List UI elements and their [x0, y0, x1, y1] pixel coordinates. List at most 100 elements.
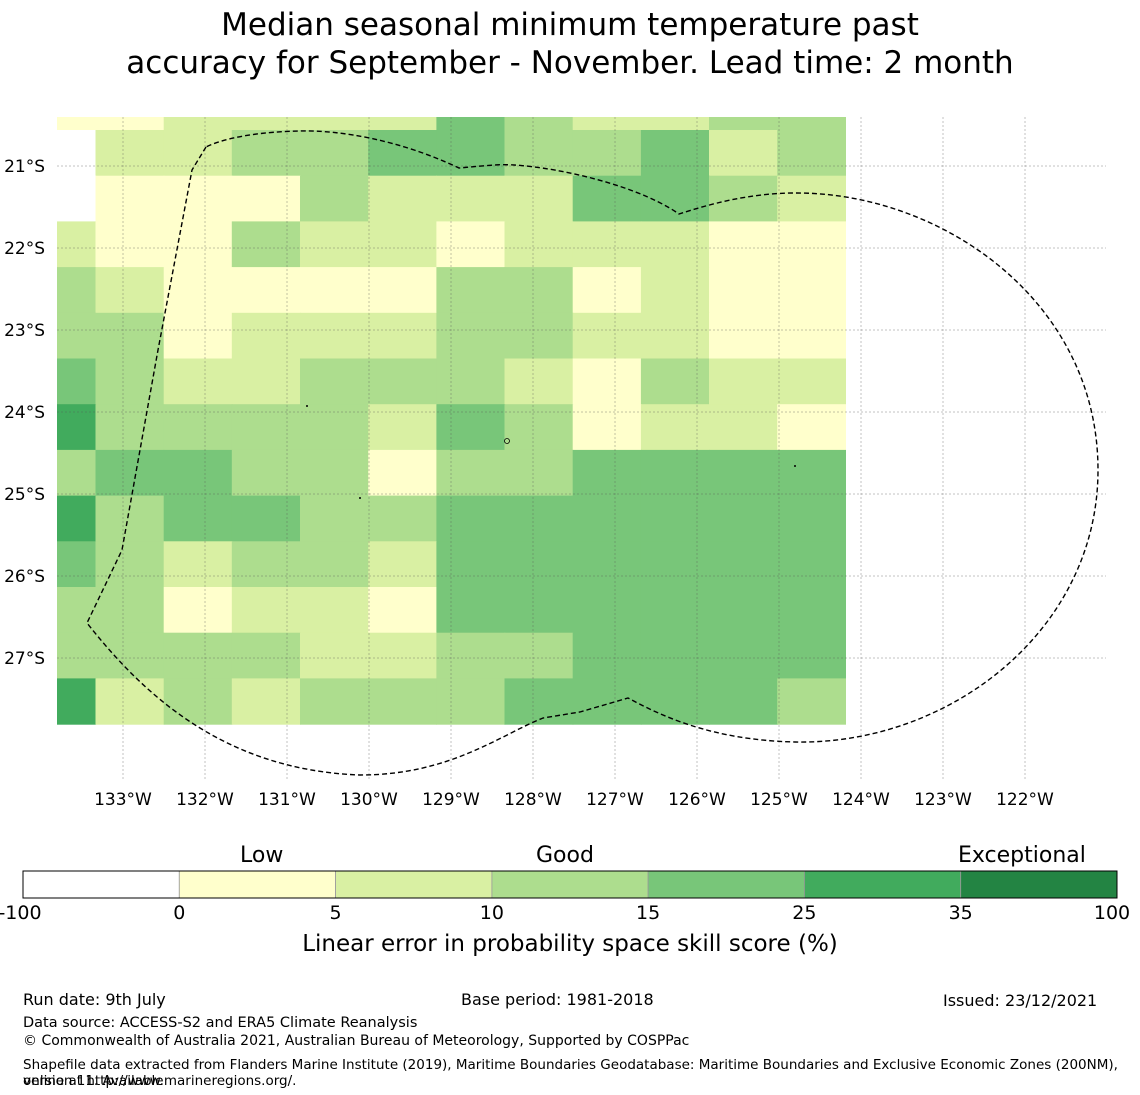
run-date: Run date: 9th July: [23, 990, 166, 1009]
map-cell: [572, 117, 642, 131]
map-cell: [300, 130, 369, 177]
map-cell: [231, 449, 301, 497]
map-gridlines: [57, 117, 1106, 780]
map-cell: [436, 358, 506, 405]
map-cell: [57, 312, 97, 360]
map-cell: [504, 678, 574, 725]
map-cell: [95, 130, 165, 177]
map-cell: [95, 312, 165, 360]
map-cell: [95, 358, 165, 405]
map-cell: [231, 267, 301, 314]
map-cell: [95, 117, 165, 131]
map-cell: [709, 541, 778, 588]
map-cell: [163, 267, 233, 314]
map-cell: [368, 449, 437, 497]
map-title-line1: Median seasonal minimum temperature past: [221, 7, 919, 43]
map-cell: [777, 267, 846, 314]
map-cell: [640, 221, 710, 268]
map-cell: [95, 678, 165, 725]
colorbar-segment: [335, 870, 493, 899]
longitude-label: 132°W: [176, 790, 234, 810]
map-cell: [504, 587, 574, 634]
copyright: © Commonwealth of Australia 2021, Austra…: [23, 1033, 690, 1049]
map-cell: [640, 312, 710, 360]
map-grid-cells: [57, 117, 846, 725]
legend-category-good: Good: [536, 843, 594, 868]
map-cell: [504, 117, 574, 131]
map-cell: [368, 358, 437, 405]
map-cell: [231, 541, 301, 588]
map-cell: [57, 117, 97, 131]
map-cell: [436, 312, 506, 360]
latitude-label: 21°S: [4, 157, 45, 177]
map-cell: [504, 495, 574, 542]
island-marker: [504, 438, 510, 444]
map-cell: [231, 312, 301, 360]
longitude-label: 122°W: [996, 790, 1054, 810]
map-cell: [300, 267, 369, 314]
map-cell: [163, 358, 233, 405]
map-cell: [436, 541, 506, 588]
map-cell: [57, 495, 97, 542]
map-cell: [777, 678, 846, 725]
legend-colorbar: [22, 870, 1118, 899]
map-cell: [163, 495, 233, 542]
islands: [306, 405, 796, 499]
map-cell: [640, 358, 710, 405]
map-cell: [436, 267, 506, 314]
map-cell: [709, 404, 778, 451]
legend-category-low: Low: [240, 843, 284, 868]
map-cell: [504, 175, 574, 222]
map-cell: [95, 175, 165, 222]
map-cell: [640, 130, 710, 177]
map-cell: [572, 495, 642, 542]
eez-boundary-outline: [86, 130, 1099, 776]
map-cell: [368, 130, 437, 177]
longitude-label: 125°W: [750, 790, 808, 810]
map-cell: [709, 312, 778, 360]
map-cell: [436, 632, 506, 679]
colorbar-segment: [960, 870, 1118, 899]
map-cell: [163, 404, 233, 451]
map-cell: [640, 678, 710, 725]
longitude-label: 123°W: [914, 790, 972, 810]
map-cell: [163, 678, 233, 725]
map-cell: [709, 587, 778, 634]
longitude-label: 130°W: [340, 790, 398, 810]
latitude-label: 24°S: [4, 403, 45, 423]
shapefile-credit-line2: online at http://www.marineregions.org/.: [23, 1073, 297, 1089]
map-cell: [504, 632, 574, 679]
map-cell: [300, 632, 369, 679]
map-cell: [163, 221, 233, 268]
map-cell: [95, 632, 165, 679]
longitude-label: 126°W: [668, 790, 726, 810]
map-cell: [436, 404, 506, 451]
map-cell: [231, 404, 301, 451]
skill-score-map: 21°S22°S23°S24°S25°S26°S27°S 133°W 132°W 1…: [4, 117, 1106, 810]
longitude-label: 124°W: [832, 790, 890, 810]
map-cell: [57, 404, 97, 451]
map-cell: [777, 404, 846, 451]
map-cell: [572, 678, 642, 725]
map-cell: [57, 358, 97, 405]
map-cell: [231, 632, 301, 679]
map-title-line2: accuracy for September - November. Lead …: [126, 45, 1014, 81]
map-cell: [300, 175, 369, 222]
map-cell: [57, 221, 97, 268]
map-cell: [504, 221, 574, 268]
map-cell: [504, 404, 574, 451]
map-cell: [368, 541, 437, 588]
colorbar-label: Linear error in probability space skill …: [302, 931, 838, 957]
map-cell: [572, 312, 642, 360]
colorbar-outline: [22, 870, 1118, 899]
map-cell: [368, 404, 437, 451]
map-cell: [777, 175, 846, 222]
map-cell: [709, 175, 778, 222]
map-cell: [300, 495, 369, 542]
issued-date: Issued: 23/12/2021: [943, 991, 1098, 1010]
map-cell: [709, 495, 778, 542]
map-cell: [436, 221, 506, 268]
island-marker: [306, 405, 308, 407]
longitude-labels: 133°W 132°W 131°W 130°W 129°W 128°W 127°W 126°W…: [94, 790, 1054, 810]
map-cell: [777, 541, 846, 588]
